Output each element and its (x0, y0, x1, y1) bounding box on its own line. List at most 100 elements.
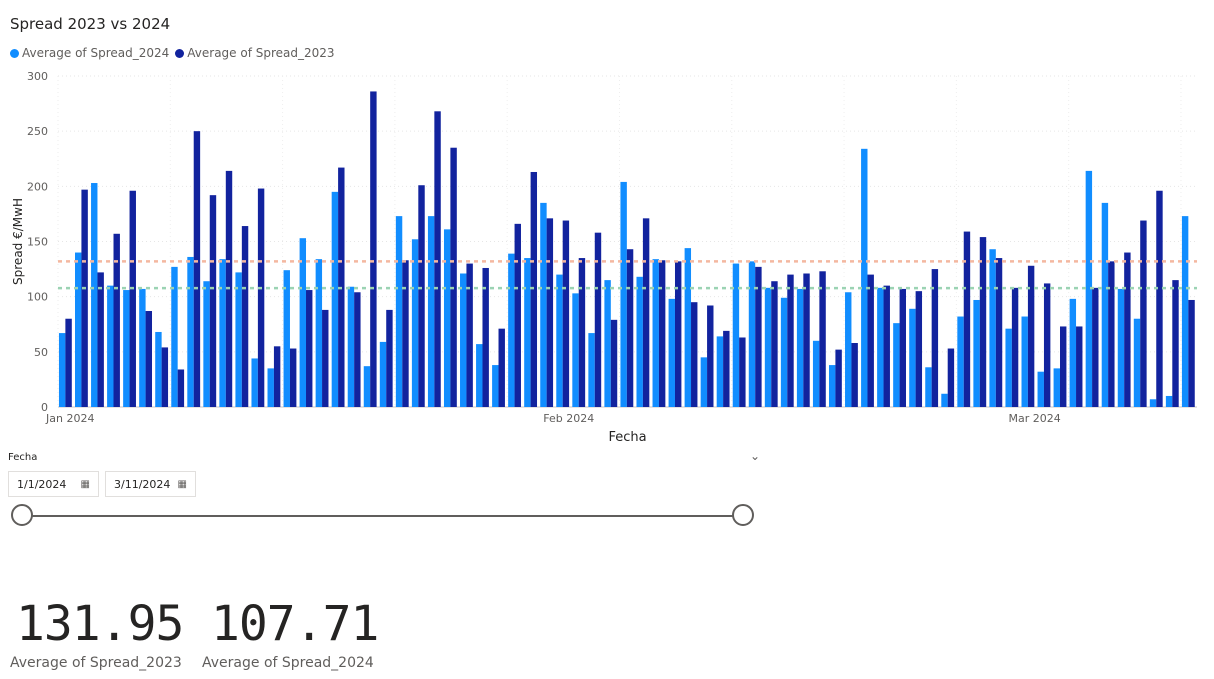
bar-2023 (995, 258, 1003, 407)
bar-2024 (684, 248, 692, 407)
bar-2023 (81, 189, 88, 407)
bar-2023 (610, 319, 618, 407)
bar-2023 (707, 305, 714, 407)
bar-2024 (780, 297, 788, 407)
bar-2023 (273, 346, 281, 407)
bar-2023 (418, 185, 425, 407)
kpi-value-2024: 107.71 (211, 596, 379, 652)
legend-item-2023[interactable]: Average of Spread_2023 (175, 46, 335, 60)
bar-2023 (867, 274, 874, 407)
bar-2024 (492, 365, 499, 407)
bar-2023 (402, 260, 409, 407)
bar-2024 (331, 191, 339, 407)
date-slider-track[interactable] (22, 515, 743, 517)
bar-2024 (379, 341, 387, 407)
slicer-title: Fecha (8, 452, 38, 463)
bar-2024 (604, 280, 611, 407)
bar-2024 (877, 287, 884, 407)
bar-2024 (957, 316, 964, 407)
bar-2024 (620, 181, 627, 407)
end-date-value: 3/11/2024 (114, 477, 171, 491)
bar-2024 (636, 276, 643, 407)
bar-2024 (75, 252, 82, 407)
calendar-icon[interactable]: ▦ (177, 478, 187, 490)
bar-2023 (289, 348, 297, 407)
start-date-value: 1/1/2024 (17, 477, 67, 491)
bar-2023 (1172, 280, 1179, 407)
bar-2024 (187, 256, 194, 407)
bar-2024 (828, 365, 836, 407)
bar-2023 (1076, 326, 1083, 407)
bar-2023 (65, 318, 72, 407)
legend-dot-2024 (10, 48, 19, 58)
bar-2024 (572, 293, 579, 407)
bar-2024 (508, 253, 515, 407)
bar-2024 (973, 299, 980, 407)
start-date-field[interactable]: 1/1/2024 ▦ (8, 471, 99, 497)
bar-2024 (443, 229, 451, 407)
bar-2024 (1037, 371, 1044, 407)
calendar-icon[interactable]: ▦ (80, 478, 90, 490)
bar-2024 (235, 272, 242, 407)
bar-2024 (1117, 288, 1125, 407)
bar-2023 (658, 260, 666, 407)
y-tick-label: 100 (27, 291, 48, 304)
bar-2024 (267, 368, 274, 407)
bar-2024 (1069, 298, 1077, 407)
bar-2024 (1085, 170, 1093, 407)
bar-2024 (732, 263, 740, 407)
end-date-field[interactable]: 3/11/2024 ▦ (105, 471, 196, 497)
x-axis-title: Fecha (608, 430, 646, 445)
bar-2023 (177, 369, 185, 407)
bar-2023 (129, 190, 136, 407)
kpi-value-2023: 131.95 (16, 596, 184, 652)
bar-2023 (1059, 326, 1067, 407)
bar-2023 (482, 267, 489, 407)
bar-2023 (370, 91, 377, 408)
bar-2024 (1181, 216, 1189, 407)
slider-end-handle[interactable] (732, 504, 754, 526)
bar-2023 (594, 232, 602, 407)
bar-2023 (562, 220, 570, 407)
bar-2024 (203, 281, 210, 407)
bar-2024 (347, 286, 355, 407)
bar-2024 (556, 274, 563, 407)
bar-2024 (845, 292, 852, 407)
x-tick-label: Feb 2024 (543, 412, 594, 425)
bar-2023 (819, 271, 826, 407)
bar-2023 (739, 337, 746, 407)
bar-2023 (963, 231, 971, 407)
legend-dot-2023 (175, 48, 185, 58)
bar-2024 (909, 308, 916, 407)
bar-2023 (466, 263, 473, 407)
bar-2023 (546, 218, 554, 407)
bar-2023 (1108, 261, 1115, 407)
bar-2023 (145, 311, 153, 407)
y-tick-label: 50 (34, 346, 48, 359)
y-tick-label: 300 (27, 70, 48, 83)
bar-2023 (691, 302, 698, 407)
bar-2023 (787, 274, 794, 407)
legend-item-2024[interactable]: Average of Spread_2024 (10, 46, 169, 60)
bar-2023 (915, 291, 923, 407)
bar-2023 (97, 272, 104, 407)
bar-2024 (588, 333, 595, 407)
bar-2024 (139, 288, 146, 407)
chevron-down-icon[interactable]: ⌄ (750, 449, 761, 463)
bar-2023 (1043, 283, 1051, 407)
bar-2023 (947, 348, 955, 407)
bar-2023 (1140, 220, 1147, 407)
legend-label-2023: Average of Spread_2023 (187, 46, 335, 60)
bar-2023 (514, 223, 521, 407)
bar-2024 (107, 285, 114, 407)
bar-2023 (193, 131, 201, 407)
x-tick-label: Mar 2024 (1009, 412, 1061, 425)
slider-start-handle[interactable] (11, 504, 33, 526)
bar-2023 (851, 343, 858, 407)
bar-2024 (1133, 318, 1141, 407)
bar-2023 (434, 111, 441, 407)
bar-2024 (524, 258, 531, 407)
y-tick-label: 0 (41, 401, 48, 414)
bar-2023 (578, 258, 586, 407)
bar-2023 (723, 330, 730, 407)
